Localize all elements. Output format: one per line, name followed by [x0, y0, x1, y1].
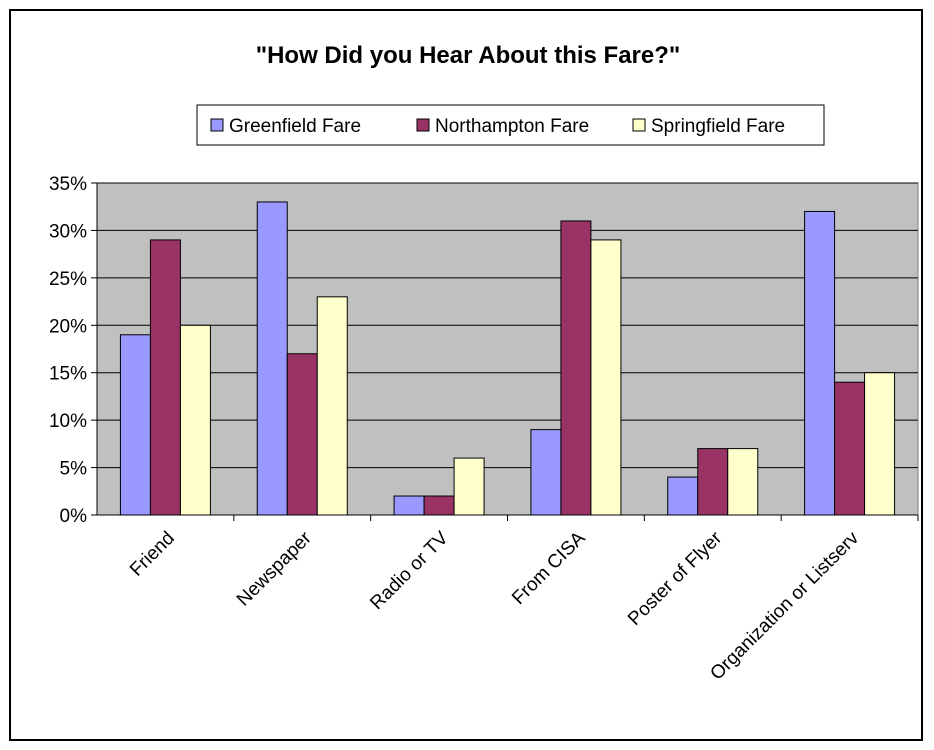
- y-tick-label: 20%: [49, 316, 87, 337]
- bar: [256, 201, 288, 516]
- legend-swatch-greenfield: [210, 118, 224, 132]
- chart-frame: "How Did you Hear About this Fare?" Gree…: [9, 9, 923, 741]
- chart-title: "How Did you Hear About this Fare?": [256, 42, 681, 69]
- chart-svg: "How Did you Hear About this Fare?" Gree…: [49, 42, 919, 684]
- bar: [667, 476, 699, 516]
- x-category-label: Friend: [126, 528, 179, 581]
- bar: [119, 334, 151, 516]
- bar: [179, 324, 211, 516]
- bar: [834, 381, 866, 516]
- legend-label-springfield: Springfield Fare: [651, 116, 785, 137]
- plot-background: [96, 182, 919, 516]
- x-category-label: Organization or Listserv: [706, 527, 863, 684]
- legend-swatch-springfield: [632, 118, 646, 132]
- y-tick-label: 0%: [60, 506, 88, 527]
- legend-label-northampton: Northampton Fare: [435, 116, 589, 137]
- x-category-label: Newspaper: [233, 527, 316, 610]
- legend-swatch-northampton: [416, 118, 430, 132]
- bar: [149, 239, 181, 516]
- y-tick-label: 35%: [49, 174, 87, 195]
- legend: Greenfield Fare Northampton Fare Springf…: [196, 104, 825, 146]
- y-tick-label: 5%: [60, 459, 88, 480]
- bar: [560, 220, 592, 516]
- legend-box: [196, 104, 825, 146]
- bar: [316, 296, 348, 516]
- y-tick-label: 10%: [49, 411, 87, 432]
- y-tick-label: 30%: [49, 221, 87, 242]
- bar: [697, 448, 729, 516]
- y-tick-label: 25%: [49, 269, 87, 290]
- x-category-label: From CISA: [508, 527, 590, 609]
- bar: [804, 210, 836, 516]
- y-tick-label: 15%: [49, 364, 87, 385]
- x-category-label: Poster of Flyer: [624, 527, 727, 630]
- bar: [590, 239, 622, 516]
- x-category-label: Radio or TV: [366, 527, 453, 614]
- plot-area: 0% 5% 10% 15% 20% 25% 30% 35% Friend Newspaper Rad…: [49, 174, 919, 684]
- bar: [393, 495, 425, 516]
- bar: [727, 448, 759, 516]
- bar: [453, 457, 485, 516]
- bar: [423, 495, 455, 516]
- bar: [864, 372, 896, 516]
- bar: [286, 353, 318, 516]
- bar: [530, 429, 562, 516]
- legend-label-greenfield: Greenfield Fare: [229, 116, 361, 137]
